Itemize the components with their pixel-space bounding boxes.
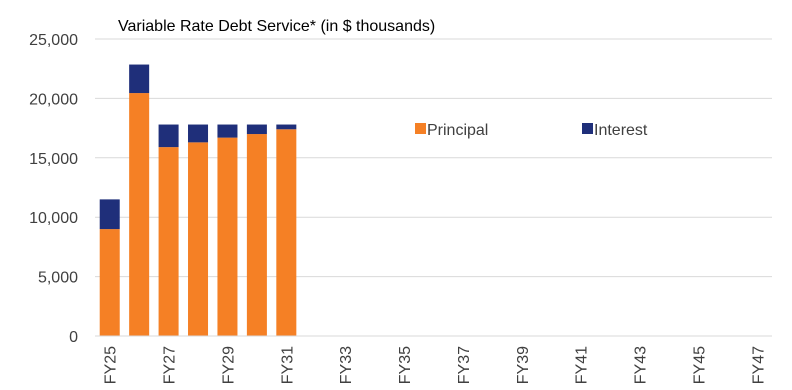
bar-interest-fy31 (276, 124, 297, 130)
x-tick-label: FY29 (220, 346, 237, 384)
legend-swatch-interest (582, 123, 593, 134)
bar-interest-fy26 (129, 64, 150, 94)
y-tick-label: 5,000 (38, 270, 78, 287)
x-tick-label: FY41 (574, 346, 591, 384)
x-tick-label: FY33 (338, 346, 355, 384)
x-tick-label: FY47 (750, 346, 767, 384)
y-tick-label: 25,000 (29, 32, 78, 49)
x-tick-label: FY43 (633, 346, 650, 384)
y-tick-label: 20,000 (29, 91, 78, 108)
bar-principal-fy29 (217, 137, 238, 336)
x-axis-ticks: FY25 FY27 FY29 FY31 FY33 FY35 FY37 FY39 FY41 FY43… (103, 346, 768, 384)
bar-principal-fy25 (99, 229, 120, 336)
bars (99, 64, 297, 336)
x-tick-label: FY31 (279, 346, 296, 384)
bar-principal-fy30 (246, 134, 267, 336)
bar-principal-fy31 (276, 129, 297, 336)
legend-swatch-principal (415, 123, 426, 134)
legend: Principal Interest (415, 122, 648, 139)
bar-interest-fy25 (99, 199, 120, 230)
y-tick-label: 10,000 (29, 210, 78, 227)
legend-label-interest: Interest (594, 122, 648, 139)
legend-label-principal: Principal (427, 122, 488, 139)
bar-interest-fy30 (246, 124, 267, 135)
bar-interest-fy28 (188, 124, 209, 143)
y-tick-label: 0 (69, 329, 78, 346)
x-tick-label: FY27 (162, 346, 179, 384)
bar-interest-fy29 (217, 124, 238, 138)
x-tick-label: FY25 (103, 346, 120, 384)
bar-principal-fy27 (158, 147, 179, 336)
bar-interest-fy27 (158, 124, 179, 148)
chart-title: Variable Rate Debt Service* (in $ thousa… (118, 18, 435, 35)
y-axis-ticks: 0 5,000 10,000 15,000 20,000 25,000 (29, 32, 78, 346)
x-tick-label: FY35 (397, 346, 414, 384)
x-tick-label: FY45 (691, 346, 708, 384)
bar-principal-fy28 (188, 142, 209, 336)
y-tick-label: 15,000 (29, 151, 78, 168)
x-tick-label: FY37 (456, 346, 473, 384)
x-tick-label: FY39 (515, 346, 532, 384)
bar-principal-fy26 (129, 93, 150, 336)
